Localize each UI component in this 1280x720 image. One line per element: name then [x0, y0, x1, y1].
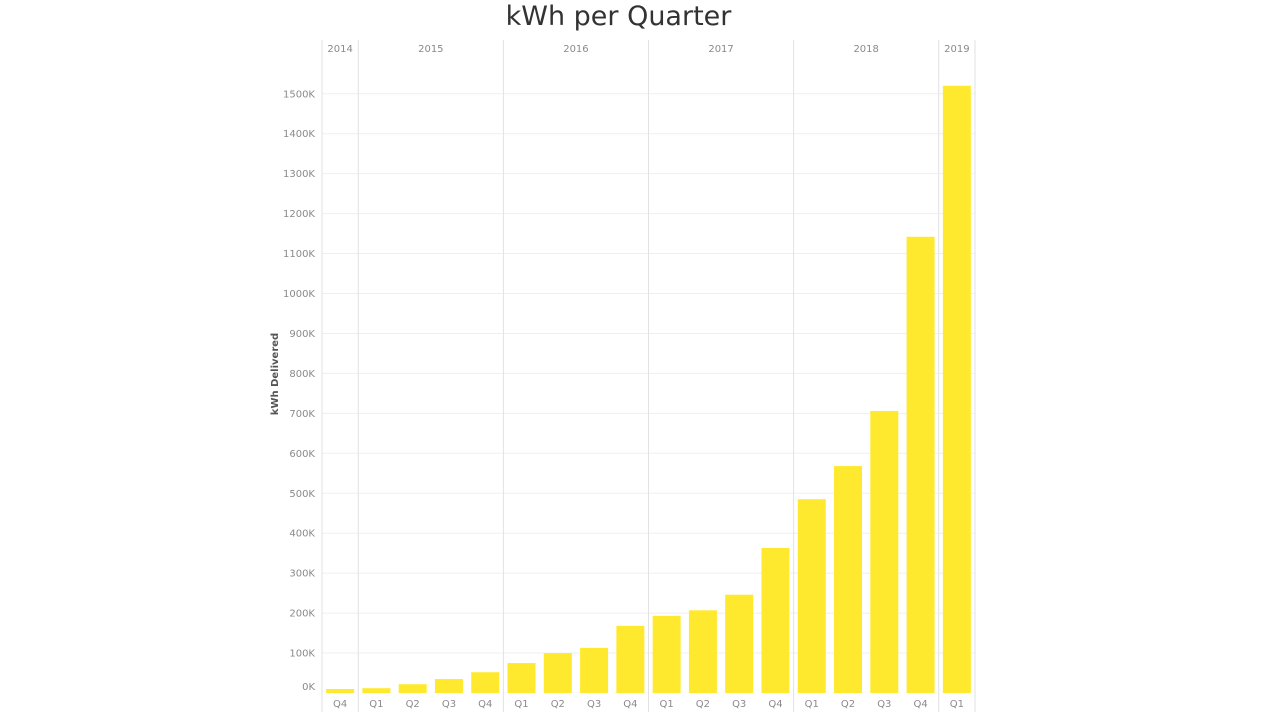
bar [543, 653, 572, 693]
y-tick-label: 800K [289, 369, 315, 380]
x-tick-label: Q4 [913, 699, 927, 710]
x-tick-label: Q2 [406, 699, 420, 710]
x-tick-label: Q4 [478, 699, 492, 710]
x-tick-label: Q2 [696, 699, 710, 710]
bar [434, 679, 463, 693]
x-tick-label: Q3 [442, 699, 456, 710]
bar [398, 684, 427, 693]
y-tick-label: 300K [289, 569, 315, 580]
year-label: 2017 [708, 44, 733, 55]
x-tick-label: Q3 [732, 699, 746, 710]
x-tick-label: Q4 [768, 699, 782, 710]
y-tick-label: 200K [289, 609, 315, 620]
x-tick-label: Q1 [950, 699, 964, 710]
x-tick-label: Q4 [623, 699, 637, 710]
x-tick-label: Q2 [841, 699, 855, 710]
y-tick-label: 400K [289, 529, 315, 540]
y-tick-label: 900K [289, 329, 315, 340]
bar [580, 647, 609, 693]
x-tick-label: Q3 [587, 699, 601, 710]
year-label: 2019 [944, 44, 969, 55]
y-tick-label: 500K [289, 489, 315, 500]
x-tick-label: Q4 [333, 699, 347, 710]
x-tick-label: Q3 [877, 699, 891, 710]
y-tick-label: 700K [289, 409, 315, 420]
y-tick-label: 1000K [283, 289, 315, 300]
y-tick-label: 0K [302, 682, 315, 693]
bar [688, 610, 717, 693]
x-tick-label: Q2 [551, 699, 565, 710]
bar [834, 466, 863, 693]
chart-title: kWh per Quarter [505, 1, 732, 32]
bar [906, 236, 935, 693]
y-tick-label: 1100K [283, 249, 315, 260]
year-label: 2015 [418, 44, 443, 55]
y-tick-label: 1300K [283, 169, 315, 180]
bar [362, 688, 391, 693]
bar [942, 85, 971, 693]
bar [616, 625, 645, 693]
bar [471, 672, 500, 693]
bar [326, 689, 355, 693]
bar [870, 410, 899, 693]
y-tick-label: 600K [289, 449, 315, 460]
bar [507, 663, 536, 693]
bar [652, 615, 681, 693]
y-tick-label: 100K [289, 649, 315, 660]
year-label: 2014 [327, 44, 352, 55]
bar [725, 594, 754, 693]
bar [797, 499, 826, 693]
x-tick-label: Q1 [369, 699, 383, 710]
bar [761, 547, 790, 693]
y-tick-label: 1400K [283, 129, 315, 140]
year-label: 2016 [563, 44, 588, 55]
y-axis-title: kWh Delivered [270, 333, 281, 415]
x-tick-label: Q1 [660, 699, 674, 710]
y-tick-label: 1200K [283, 209, 315, 220]
x-tick-label: Q1 [514, 699, 528, 710]
x-tick-label: Q1 [805, 699, 819, 710]
year-label: 2018 [853, 44, 878, 55]
y-tick-label: 1500K [283, 89, 315, 100]
